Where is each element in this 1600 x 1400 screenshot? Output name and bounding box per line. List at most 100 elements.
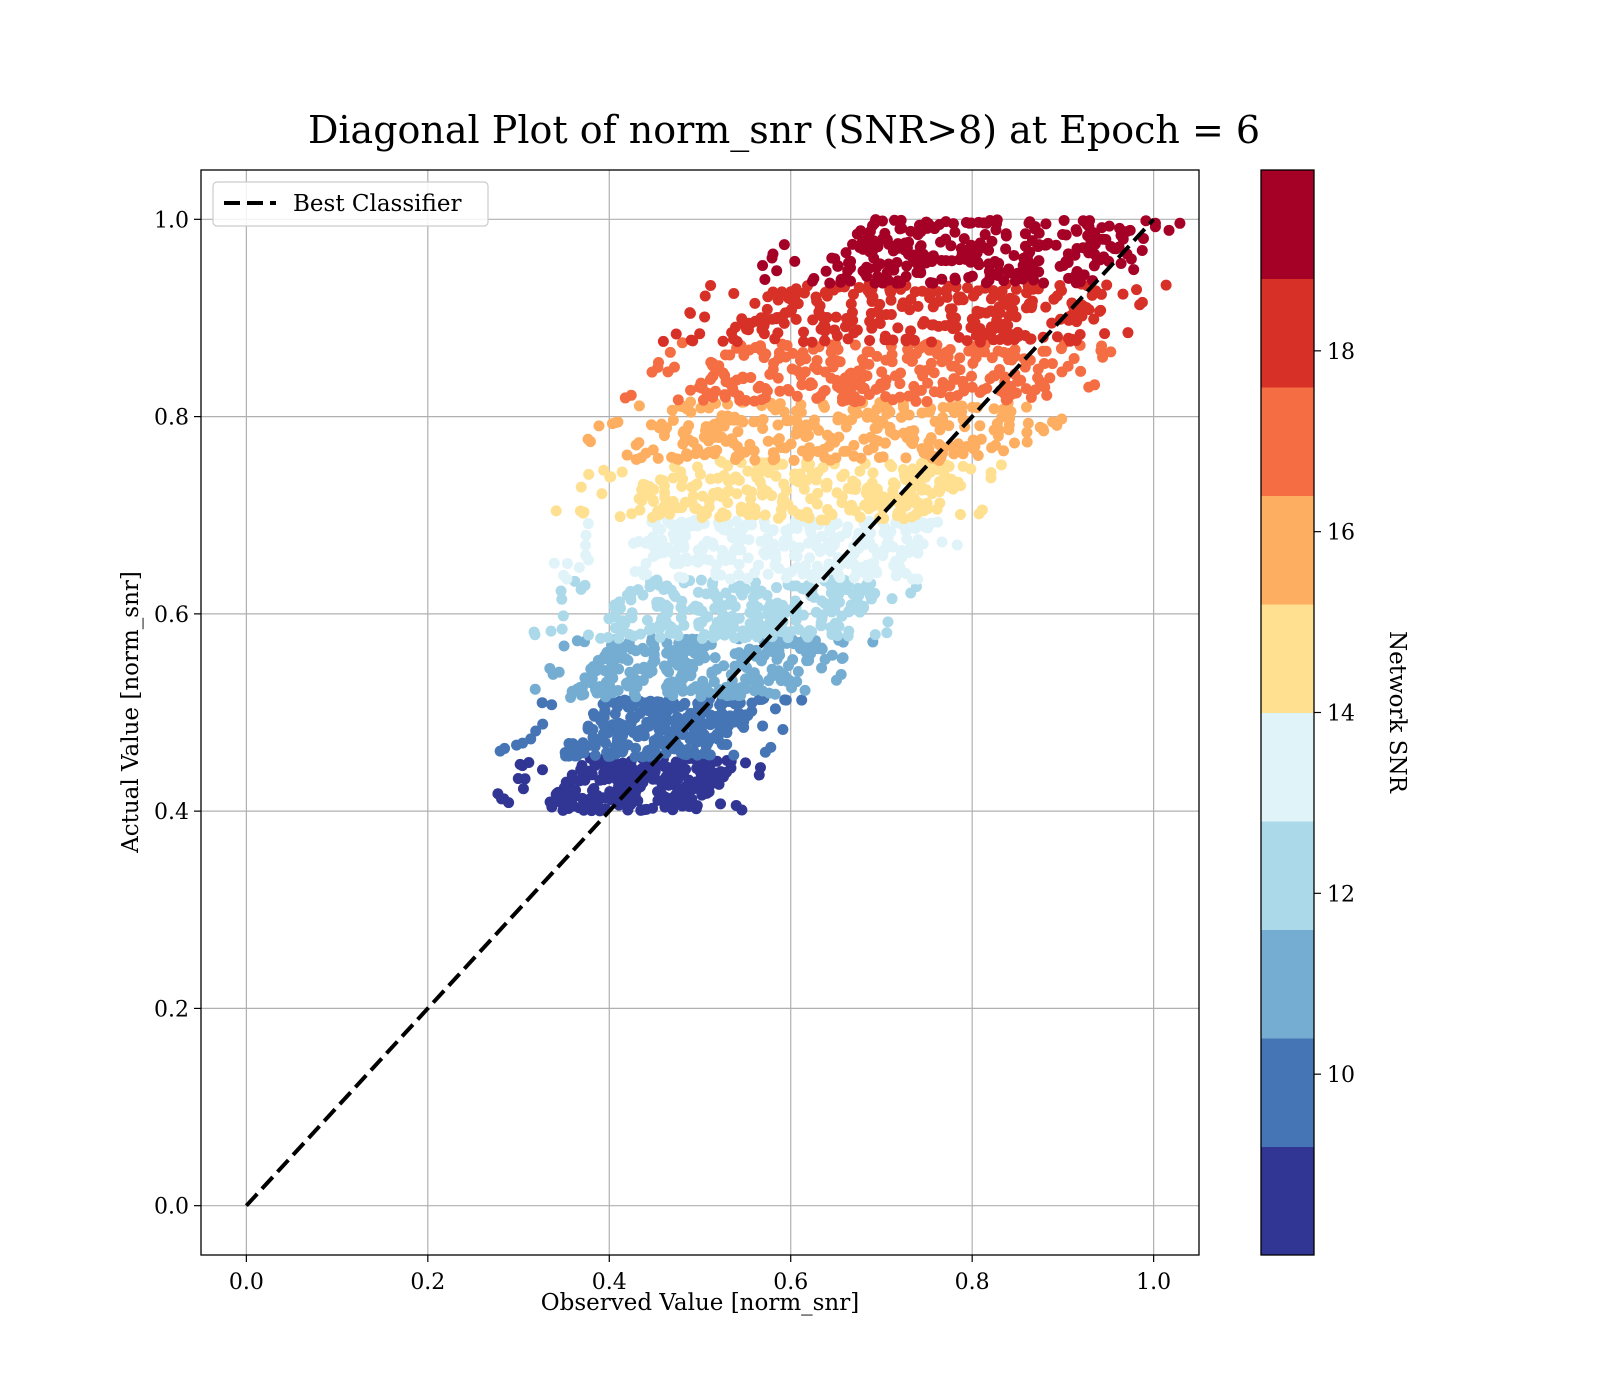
- scatter-point: [668, 679, 680, 691]
- scatter-point: [884, 284, 896, 296]
- scatter-point: [697, 762, 709, 774]
- scatter-point: [723, 377, 735, 389]
- scatter-point: [791, 561, 803, 573]
- scatter-point: [647, 638, 659, 650]
- scatter-point: [1163, 224, 1175, 236]
- scatter-point: [558, 640, 570, 652]
- scatter-point: [844, 504, 856, 516]
- scatter-point: [709, 448, 721, 460]
- scatter-point: [1095, 345, 1107, 357]
- scatter-point: [1088, 313, 1100, 325]
- scatter-point: [927, 250, 939, 262]
- scatter-point: [812, 487, 824, 499]
- scatter-point: [611, 736, 623, 748]
- scatter-point: [1089, 379, 1101, 391]
- scatter-point: [952, 390, 964, 402]
- scatter-point: [1046, 317, 1058, 329]
- scatter-point: [696, 379, 708, 391]
- scatter-point: [881, 408, 893, 420]
- scatter-point: [947, 218, 959, 230]
- scatter-point: [761, 303, 773, 315]
- scatter-point: [973, 508, 985, 520]
- scatter-point: [965, 321, 977, 333]
- scatter-point: [759, 746, 771, 758]
- scatter-point: [782, 676, 794, 688]
- scatter-point: [808, 591, 820, 603]
- scatter-point: [925, 357, 937, 369]
- scatter-point: [772, 419, 784, 431]
- scatter-point: [852, 365, 864, 377]
- scatter-point: [757, 685, 769, 697]
- scatter-point: [885, 294, 897, 306]
- scatter-point: [772, 372, 784, 384]
- scatter-point: [610, 417, 622, 429]
- scatter-point: [864, 225, 876, 237]
- scatter-point: [642, 535, 654, 547]
- scatter-point: [927, 301, 939, 313]
- scatter-point: [1021, 426, 1033, 438]
- scatter-point: [740, 504, 752, 516]
- scatter-point: [907, 463, 919, 475]
- scatter-point: [1075, 365, 1087, 377]
- scatter-point: [881, 267, 893, 279]
- scatter-point: [804, 523, 816, 535]
- scatter-point: [862, 571, 874, 583]
- scatter-point: [1021, 401, 1033, 413]
- scatter-point: [983, 244, 995, 256]
- scatter-point: [738, 716, 750, 728]
- scatter-point: [609, 610, 621, 622]
- scatter-point: [671, 453, 683, 465]
- scatter-point: [669, 558, 681, 570]
- scatter-point: [558, 790, 570, 802]
- scatter-point: [799, 425, 811, 437]
- scatter-point: [1095, 288, 1107, 300]
- scatter-point: [940, 284, 952, 296]
- scatter-point: [742, 465, 754, 477]
- scatter-point: [902, 344, 914, 356]
- colorbar-band: [1261, 1038, 1314, 1147]
- scatter-point: [931, 286, 943, 298]
- scatter-point: [1136, 244, 1148, 256]
- scatter-point: [517, 737, 529, 749]
- scatter-point: [514, 758, 526, 770]
- scatter-point: [787, 654, 799, 666]
- scatter-point: [1087, 227, 1099, 239]
- scatter-point: [994, 334, 1006, 346]
- scatter-point: [825, 545, 837, 557]
- scatter-point: [665, 499, 677, 511]
- scatter-point: [821, 429, 833, 441]
- scatter-point: [630, 453, 642, 465]
- scatter-point: [659, 486, 671, 498]
- scatter-point: [886, 356, 898, 368]
- scatter-point: [730, 321, 742, 333]
- scatter-point: [913, 219, 925, 231]
- scatter-point: [935, 387, 947, 399]
- scatter-point: [685, 685, 697, 697]
- scatter-point: [634, 504, 646, 516]
- scatter-point: [629, 565, 641, 577]
- scatter-point: [802, 580, 814, 592]
- scatter-point: [790, 428, 802, 440]
- scatter-point: [678, 699, 690, 711]
- scatter-point: [766, 252, 778, 264]
- scatter-point: [830, 374, 842, 386]
- scatter-point: [1020, 383, 1032, 395]
- scatter-point: [839, 272, 851, 284]
- scatter-point: [756, 394, 768, 406]
- scatter-point: [770, 553, 782, 565]
- scatter-point: [777, 458, 789, 470]
- scatter-point: [805, 648, 817, 660]
- scatter-point: [579, 672, 591, 684]
- scatter-point: [710, 767, 722, 779]
- scatter-point: [587, 660, 599, 672]
- scatter-point: [1068, 352, 1080, 364]
- scatter-point: [755, 344, 767, 356]
- scatter-point: [619, 764, 631, 776]
- scatter-point: [839, 375, 851, 387]
- scatter-point: [851, 407, 863, 419]
- scatter-point: [852, 602, 864, 614]
- scatter-point: [1000, 243, 1012, 255]
- scatter-point: [709, 652, 721, 664]
- scatter-point: [675, 517, 687, 529]
- scatter-point: [847, 238, 859, 250]
